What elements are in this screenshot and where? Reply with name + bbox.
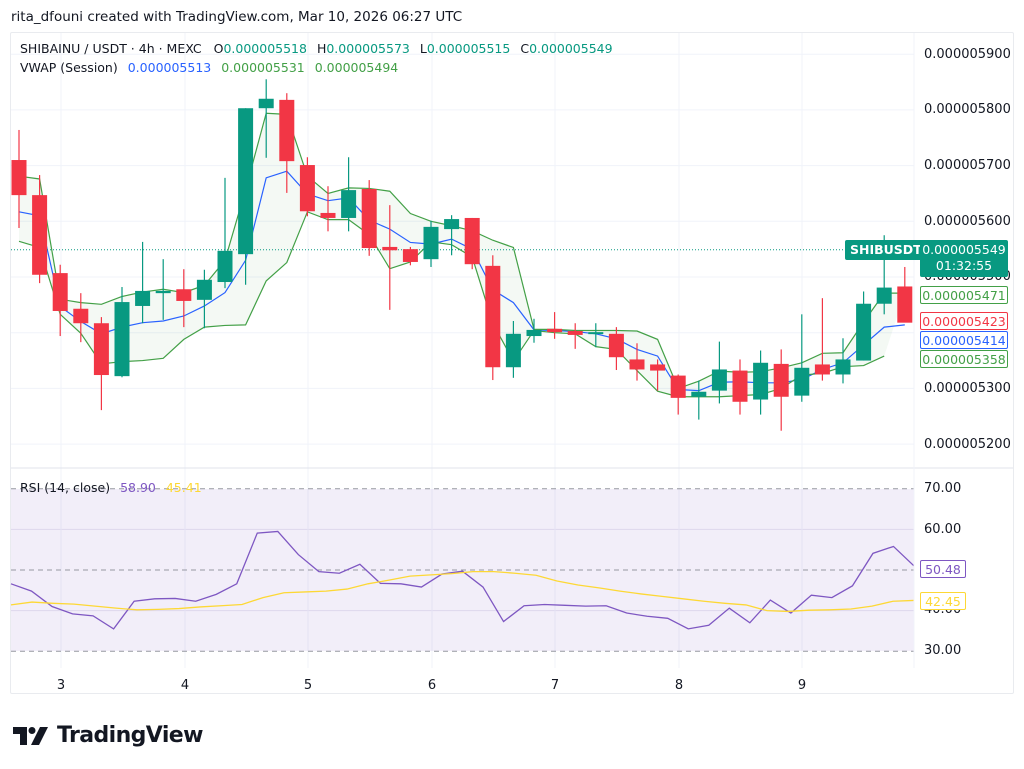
tradingview-logo-text: TradingView [57,723,203,748]
rsi-axis-label: 30.00 [924,643,962,658]
tradingview-logo-icon [13,726,48,745]
rsi-ma-value: 45.41 [165,480,202,495]
rsi-ma-tag: 42.45 [920,592,966,610]
price-axis-label: 0.000005700 [924,158,1011,173]
rsi-lines [10,530,915,630]
time-axis-label: 9 [797,678,807,693]
rsi-axis-label: 70.00 [924,481,962,496]
open-value: 0.000005518 [223,41,307,56]
time-axis-label: 4 [180,678,190,693]
symbol-legend[interactable]: SHIBAINU / USDT · 4h · MEXC O0.000005518… [20,41,613,56]
time-axis-label: 8 [674,678,684,693]
vwap-band-fill [19,113,905,397]
time-axis-label: 3 [56,678,66,693]
vwap-tag: 0.000005414 [920,331,1008,349]
price-axis-label: 0.000005600 [924,214,1011,229]
rsi-legend[interactable]: RSI (14, close) 58.90 45.41 [20,480,202,495]
rsi-axis-label: 60.00 [924,522,962,537]
symbol-price-tag: SHIBUSDT [845,240,927,260]
chart-frame [10,32,1014,694]
low-value: 0.000005515 [426,41,511,56]
rsi-value-tag: 50.48 [920,560,966,578]
high-label: H [316,41,327,56]
last-price-tag: 0.000005549 01:32:55 [920,240,1008,277]
price-axis-label: 0.000005800 [924,102,1011,117]
vwap-legend[interactable]: VWAP (Session) 0.000005513 0.000005531 0… [20,60,398,75]
vwap-value: 0.000005513 [127,60,212,75]
prev-close-tag: 0.000005423 [920,312,1008,330]
open-label: O [213,41,224,56]
candlesticks [11,79,913,431]
time-axis-label: 7 [550,678,560,693]
price-axis-label: 0.000005200 [924,437,1011,452]
close-label: C [520,41,530,56]
rsi-label: RSI (14, close) [20,480,111,495]
vwap-lower-value: 0.000005494 [314,60,399,75]
close-value: 0.000005549 [529,41,613,56]
chart-caption: rita_dfouni created with TradingView.com… [11,9,463,25]
high-value: 0.000005573 [326,41,410,56]
vwap-label: VWAP (Session) [20,60,118,75]
tradingview-logo[interactable]: TradingView [13,723,203,748]
time-axis-label: 5 [303,678,313,693]
rsi-guide-lines [11,488,914,652]
vwap-upper-value: 0.000005531 [221,60,305,75]
last-price-value: 0.000005549 [922,242,1006,257]
gridlines [11,33,914,668]
price-axis-label: 0.000005900 [924,47,1011,62]
vwap-upper-tag: 0.000005471 [920,286,1008,304]
low-label: L [419,41,427,56]
price-axis-label: 0.000005300 [924,381,1011,396]
time-axis-label: 6 [427,678,437,693]
rsi-value: 58.90 [120,480,156,495]
bar-countdown: 01:32:55 [935,258,993,273]
vwap-lower-tag: 0.000005358 [920,350,1008,368]
symbol-line: SHIBAINU / USDT · 4h · MEXC [20,41,202,56]
